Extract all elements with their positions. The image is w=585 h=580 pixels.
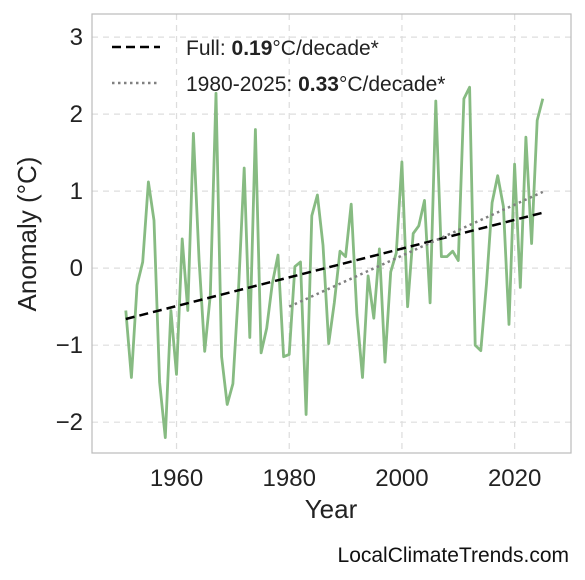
grid-lines: [92, 14, 571, 453]
full-trend-line: [125, 211, 544, 321]
legend: Full: 0.19°C/decade* 1980-2025: 0.33°C/de…: [112, 37, 445, 96]
y-tick-label: −1: [56, 332, 83, 359]
recent-trend-line: [288, 190, 544, 308]
watermark: LocalClimateTrends.com: [337, 544, 569, 567]
x-tick-label: 2000: [375, 465, 428, 492]
legend-label: 1980-2025: 0.33°C/decade*: [186, 73, 445, 96]
y-tick-labels: −2 −1 0 1 2 3: [56, 24, 83, 436]
y-tick-label: −2: [56, 409, 83, 436]
x-tick-label: 1960: [150, 465, 203, 492]
y-tick-label: 2: [70, 101, 83, 128]
anomaly-series: [124, 85, 545, 440]
x-tick-label: 2020: [488, 465, 541, 492]
legend-label: Full: 0.19°C/decade*: [186, 37, 379, 60]
x-tick-label: 1980: [263, 465, 316, 492]
x-axis-label: Year: [305, 494, 358, 524]
y-tick-label: 0: [70, 255, 83, 282]
x-tick-labels: 1960 1980 2000 2020: [150, 465, 542, 492]
anomaly-line: [124, 85, 545, 440]
plot-frame: [91, 13, 572, 454]
y-tick-label: 1: [70, 178, 83, 205]
trend-lines: [125, 190, 544, 321]
y-axis-label: Anomaly (°C): [12, 157, 42, 312]
y-tick-label: 3: [70, 24, 83, 51]
